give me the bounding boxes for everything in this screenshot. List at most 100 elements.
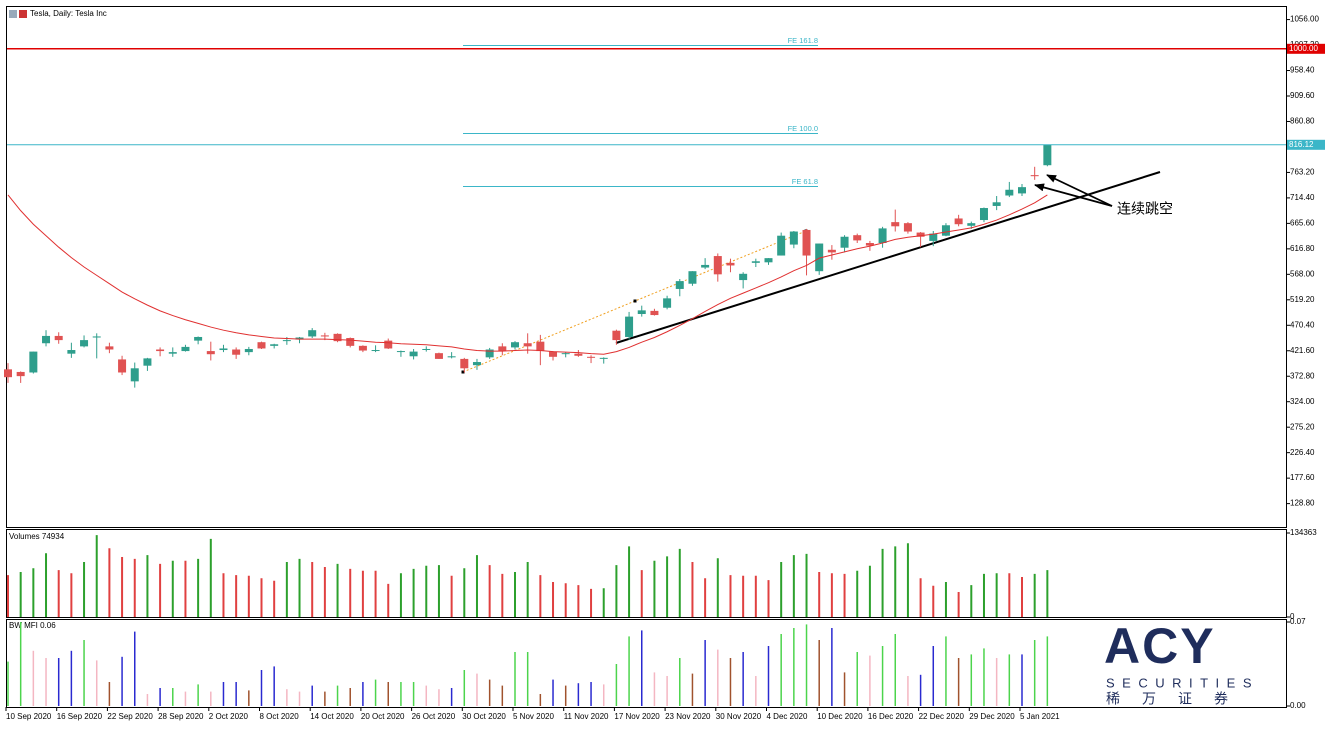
candle-body	[726, 262, 735, 266]
candle-body	[320, 335, 329, 337]
y-tick-label: 0.07	[1290, 617, 1306, 626]
candle-body	[599, 357, 608, 359]
candle-body	[232, 349, 241, 355]
price-label: 816.12	[1289, 140, 1314, 149]
candle-body	[536, 341, 545, 352]
candle-body	[511, 342, 519, 348]
y-tick-label: 128.80	[1290, 499, 1315, 508]
candle-body	[612, 330, 621, 341]
price-label: 1000.00	[1289, 44, 1318, 53]
arrow	[1034, 183, 1113, 207]
candle-body	[992, 202, 1001, 206]
x-tick-label: 30 Oct 2020	[462, 712, 506, 721]
fe-label: FE 61.8	[792, 177, 818, 186]
annotation: 连续跳空	[1117, 201, 1173, 217]
candle-body	[979, 208, 988, 221]
candle-body	[587, 356, 596, 358]
candle-body	[751, 261, 760, 263]
candle-body	[815, 243, 824, 272]
x-tick-label: 5 Nov 2020	[513, 712, 554, 721]
logo-sub: SECURITIES	[1106, 675, 1259, 690]
candle-body	[434, 353, 443, 359]
y-tick-label: 665.60	[1290, 218, 1315, 227]
candle-body	[903, 223, 912, 232]
candle-body	[396, 351, 405, 353]
candle-body	[663, 298, 672, 308]
y-tick-label: 275.20	[1290, 422, 1315, 431]
x-tick-label: 10 Dec 2020	[817, 712, 863, 721]
candle-body	[777, 235, 786, 256]
candle-body	[954, 218, 963, 225]
icon	[9, 10, 17, 18]
candle-body	[472, 362, 481, 366]
fibo-expansion: FE 161.8 FE 100.0 FE 61.8	[462, 36, 818, 373]
candle-body	[409, 351, 418, 357]
candle-body	[384, 340, 393, 349]
candle-body	[1018, 187, 1026, 194]
x-tick-label: 8 Oct 2020	[260, 712, 300, 721]
candle-body	[194, 336, 203, 341]
panel-frames	[6, 6, 1287, 708]
candle-body	[865, 243, 874, 246]
x-tick-label: 16 Dec 2020	[868, 712, 914, 721]
panel-title: BW MFI 0.06	[9, 621, 56, 630]
candle-body	[42, 335, 51, 344]
candle-body	[498, 346, 507, 352]
candle-body	[447, 356, 456, 358]
y-tick-label: 519.20	[1290, 295, 1315, 304]
mfi-panel	[6, 619, 1287, 708]
candle-body	[105, 346, 114, 350]
y-tick-label: 134363	[1290, 528, 1317, 537]
candle-body	[891, 222, 900, 227]
x-tick-label: 22 Dec 2020	[919, 712, 965, 721]
price-label-box	[1287, 43, 1325, 54]
candle-body	[929, 233, 938, 241]
y-tick-label: 0.00	[1290, 701, 1306, 710]
y-tick-label: 958.40	[1290, 66, 1315, 75]
candle-body	[358, 345, 367, 351]
symbol-icons	[9, 10, 27, 18]
candle-body	[637, 310, 646, 315]
candle-body	[282, 340, 291, 342]
candle-body	[967, 223, 976, 226]
x-tick-label: 29 Dec 2020	[969, 712, 1015, 721]
candle-body	[523, 343, 532, 347]
candle-body	[257, 342, 266, 349]
candle-body	[308, 330, 317, 337]
x-tick-label: 28 Sep 2020	[158, 712, 204, 721]
candle-body	[789, 231, 798, 245]
x-tick-label: 4 Dec 2020	[767, 712, 808, 721]
y-tick-label: 714.40	[1290, 193, 1315, 202]
candle-body	[574, 353, 583, 356]
y-tick-label: 470.40	[1290, 320, 1315, 329]
candle-body	[168, 352, 177, 354]
candle-body	[878, 228, 887, 244]
candle-body	[4, 369, 12, 378]
candle-body	[16, 371, 25, 377]
x-tick-label: 26 Oct 2020	[412, 712, 456, 721]
fe-label: FE 161.8	[788, 36, 818, 45]
x-tick-label: 22 Sep 2020	[107, 712, 153, 721]
candle-body	[827, 249, 836, 253]
fe-label: FE 100.0	[788, 124, 818, 133]
y-tick-label: 421.60	[1290, 346, 1315, 355]
candle-body	[916, 232, 925, 237]
panel-title: Volumes 74934	[9, 532, 65, 541]
candle-body	[1030, 175, 1039, 177]
fe-point	[461, 370, 465, 374]
x-tick-label: 30 Nov 2020	[716, 712, 762, 721]
candle-body	[485, 349, 494, 358]
x-tick-label: 20 Oct 2020	[361, 712, 405, 721]
candle-body	[675, 281, 684, 289]
candle-body	[764, 258, 773, 263]
moving-average	[7, 194, 1048, 355]
candle-body	[941, 225, 950, 236]
candle-body	[460, 358, 469, 369]
candle-body	[371, 350, 380, 352]
candle-body	[80, 340, 89, 347]
candle-body	[92, 336, 101, 338]
chart-title: Tesla, Daily: Tesla Inc	[30, 9, 107, 18]
x-tick-label: 17 Nov 2020	[614, 712, 660, 721]
y-tick-label: 763.20	[1290, 168, 1315, 177]
